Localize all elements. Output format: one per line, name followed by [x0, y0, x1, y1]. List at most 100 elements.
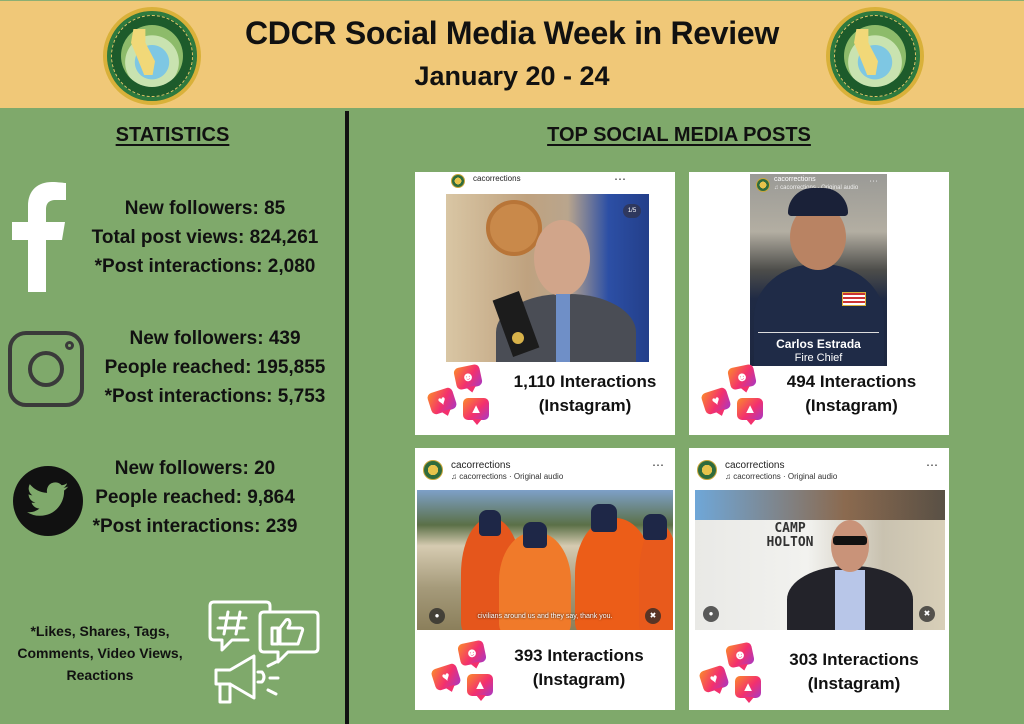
mute-icon[interactable]: ✖	[919, 606, 935, 622]
reaction-icons: ☻ ♥ ▲	[698, 641, 777, 708]
user-tag-icon[interactable]: ●	[429, 608, 445, 624]
cdcr-seal-logo-right	[826, 7, 924, 105]
post-username: cacorrections	[725, 460, 785, 471]
interaction-count-text: 303 Interactions	[789, 650, 919, 669]
sunglasses	[833, 536, 867, 545]
follow-reaction-icon: ☻	[456, 639, 488, 667]
more-options-icon[interactable]: ⋯	[926, 458, 939, 472]
shirt	[835, 570, 865, 630]
facebook-icon	[12, 182, 66, 292]
cap	[591, 504, 617, 532]
seal-ring	[111, 15, 193, 97]
facebook-new-followers: New followers: 85	[124, 198, 286, 219]
follow-reaction-icon: ☻	[726, 363, 758, 391]
post-card-1[interactable]: cacorrections ⋯ 1/5 ☻ ♥ ▲ 1,110 Interact…	[415, 172, 675, 435]
crew-member	[499, 532, 571, 630]
post-username: cacorrections	[473, 174, 521, 183]
avatar	[697, 460, 717, 480]
twitter-post-interactions: *Post interactions: 239	[92, 516, 298, 537]
video-subtitle: civilians around us and they say, thank …	[477, 613, 613, 620]
reaction-icons: ☻ ♥ ▲	[426, 363, 505, 430]
platform-label: (Instagram)	[805, 396, 898, 415]
page-title: CDCR Social Media Week in Review	[245, 15, 779, 51]
post-audio: ♫ cacorrections · Original audio	[725, 472, 838, 481]
statistics-heading: STATISTICS	[115, 124, 230, 146]
post-header: cacorrections ⋯	[451, 172, 667, 202]
post-card-2[interactable]: cacorrections ♫ cacorrections · Original…	[689, 172, 949, 435]
thumbs-up-reaction-icon: ▲	[467, 674, 493, 701]
instagram-dot	[65, 341, 74, 350]
interaction-count-text: 393 Interactions	[514, 646, 644, 665]
post-card-3[interactable]: cacorrections ♫ cacorrections · Original…	[415, 448, 675, 710]
follow-reaction-icon: ☻	[452, 363, 484, 391]
thumbs-up-reaction-icon: ▲	[463, 398, 489, 425]
twitter-icon	[13, 466, 83, 536]
interaction-count-text: 494 Interactions	[786, 372, 917, 391]
date-range: January 20 - 24	[414, 61, 610, 91]
header-banner: CDCR Social Media Week in Review January…	[0, 0, 1024, 111]
post-video: civilians around us and they say, thank …	[417, 490, 673, 630]
vertical-divider	[345, 111, 349, 724]
interaction-count-text: 1,110 Interactions	[513, 372, 657, 391]
heart-reaction-icon: ♥	[700, 386, 732, 416]
social-engagement-icon	[208, 600, 320, 704]
more-options-icon[interactable]: ⋯	[869, 176, 879, 186]
facebook-stats: New followers: 85 Total post views: 824,…	[70, 194, 340, 281]
avatar	[451, 174, 465, 188]
person-head	[831, 520, 869, 572]
caption-role: Fire Chief	[794, 352, 843, 364]
cap	[523, 522, 547, 548]
avatar	[423, 460, 443, 480]
platform-label: (Instagram)	[538, 396, 632, 415]
twitter-people-reached: People reached: 9,864	[95, 487, 295, 508]
interaction-count: 393 Interactions (Instagram)	[499, 644, 659, 692]
facebook-post-interactions: *Post interactions: 2,080	[94, 256, 316, 277]
instagram-icon	[8, 331, 84, 407]
cdcr-seal-logo-left	[103, 7, 201, 105]
platform-label: (Instagram)	[807, 674, 901, 693]
tie	[556, 294, 570, 362]
caption-divider	[758, 332, 879, 333]
thumbs-up-reaction-icon: ▲	[737, 398, 763, 425]
heart-reaction-icon: ♥	[426, 386, 458, 416]
heart-reaction-icon: ♥	[430, 662, 462, 692]
top-posts-heading: TOP SOCIAL MEDIA POSTS	[547, 124, 811, 146]
twitter-new-followers: New followers: 20	[114, 458, 276, 479]
post-audio: ♫ cacorrections · Original audio	[451, 472, 564, 481]
twitter-bird-icon	[27, 482, 69, 516]
caption-name: Carlos Estrada	[776, 337, 861, 351]
post-video: CAMP HOLTON ● ✖	[695, 490, 945, 630]
more-options-icon[interactable]: ⋯	[652, 458, 665, 472]
cap	[479, 510, 501, 536]
user-tag-icon[interactable]: ●	[703, 606, 719, 622]
mute-icon[interactable]: ✖	[645, 608, 661, 624]
person-head	[534, 220, 590, 296]
post-card-4[interactable]: cacorrections ♫ cacorrections · Original…	[689, 448, 949, 710]
instagram-lens	[28, 351, 64, 387]
instagram-stats: New followers: 439 People reached: 195,8…	[80, 324, 350, 411]
carousel-counter: 1/5	[623, 204, 641, 218]
instagram-post-interactions: *Post interactions: 5,753	[104, 386, 326, 407]
follow-reaction-icon: ☻	[724, 641, 756, 669]
facebook-total-post-views: Total post views: 824,261	[91, 227, 319, 248]
post-header: cacorrections ♫ cacorrections · Original…	[697, 458, 941, 488]
post-username: cacorrections	[451, 460, 511, 471]
state-seal-background	[486, 200, 542, 256]
post-image: 1/5	[446, 194, 649, 362]
avatar	[756, 178, 770, 192]
person-jacket	[754, 264, 884, 366]
instagram-new-followers: New followers: 439	[129, 328, 301, 349]
interaction-count: 303 Interactions (Instagram)	[779, 648, 929, 696]
instagram-people-reached: People reached: 195,855	[104, 357, 326, 378]
post-header: cacorrections ♫ cacorrections · Original…	[423, 458, 667, 488]
twitter-stats: New followers: 20 People reached: 9,864 …	[60, 454, 330, 541]
star-badge	[512, 332, 524, 344]
interaction-count: 494 Interactions (Instagram)	[769, 370, 934, 418]
heart-reaction-icon: ♥	[698, 664, 730, 694]
reaction-icons: ☻ ♥ ▲	[430, 639, 509, 706]
camp-sign: CAMP HOLTON	[766, 521, 814, 550]
platform-label: (Instagram)	[532, 670, 626, 689]
fire-cap	[788, 188, 848, 216]
more-options-icon[interactable]: ⋯	[614, 172, 627, 186]
interaction-count: 1,110 Interactions (Instagram)	[495, 370, 675, 418]
